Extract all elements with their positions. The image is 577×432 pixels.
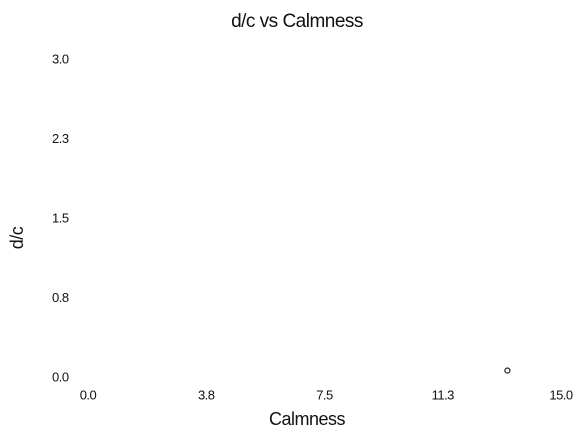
chart-title: d/c vs Calmness [231, 11, 363, 32]
point [504, 367, 511, 374]
y-tick-label: 2.3 [52, 131, 69, 146]
x-tick-label: 3.8 [198, 387, 215, 402]
y-tick-label: 3.0 [52, 51, 69, 66]
x-tick-label: 15.0 [549, 387, 573, 402]
x-axis-label: Calmness [269, 409, 346, 429]
x-tick-label: 0.0 [80, 387, 97, 402]
y-axis-label: d/c [7, 226, 27, 249]
y-tick-label: 0.8 [52, 290, 69, 305]
x-tick-label: 11.3 [432, 387, 455, 402]
y-tick-label: 1.5 [52, 210, 69, 225]
y-tick-label: 0.0 [52, 369, 69, 384]
x-tick-label: 7.5 [316, 387, 333, 402]
